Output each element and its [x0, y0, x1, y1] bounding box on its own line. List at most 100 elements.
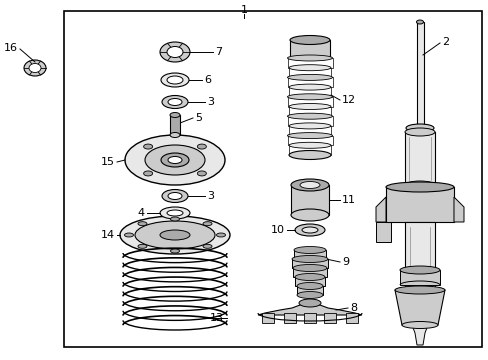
- Text: 12: 12: [341, 95, 355, 105]
- Polygon shape: [453, 197, 463, 222]
- Ellipse shape: [385, 182, 453, 192]
- Bar: [287, 58, 332, 68]
- Bar: [416, 22, 423, 130]
- Ellipse shape: [296, 292, 323, 298]
- Ellipse shape: [287, 75, 332, 80]
- Ellipse shape: [299, 181, 319, 189]
- Ellipse shape: [203, 244, 212, 248]
- Ellipse shape: [292, 265, 326, 271]
- Bar: [296, 286, 323, 295]
- Bar: [288, 126, 330, 136]
- Ellipse shape: [145, 145, 204, 175]
- Bar: [324, 313, 335, 323]
- Ellipse shape: [138, 244, 147, 248]
- Ellipse shape: [287, 113, 332, 119]
- Ellipse shape: [296, 283, 323, 289]
- Text: 10: 10: [270, 225, 285, 235]
- Text: 13: 13: [209, 313, 224, 323]
- Ellipse shape: [288, 104, 330, 109]
- Ellipse shape: [287, 132, 332, 139]
- Ellipse shape: [170, 132, 180, 138]
- Bar: [288, 145, 330, 155]
- Ellipse shape: [288, 142, 330, 148]
- Bar: [289, 40, 329, 58]
- Ellipse shape: [120, 216, 229, 254]
- Ellipse shape: [394, 286, 444, 294]
- Ellipse shape: [203, 222, 212, 226]
- Ellipse shape: [161, 153, 189, 167]
- Ellipse shape: [160, 230, 190, 240]
- Ellipse shape: [170, 217, 179, 221]
- Polygon shape: [375, 197, 385, 222]
- Text: 16: 16: [4, 43, 18, 53]
- Bar: [287, 116, 332, 126]
- Ellipse shape: [289, 36, 329, 45]
- Ellipse shape: [138, 222, 147, 226]
- Bar: [170, 115, 180, 135]
- Bar: [404, 132, 434, 185]
- Ellipse shape: [288, 65, 330, 71]
- Ellipse shape: [168, 157, 182, 163]
- Bar: [288, 87, 330, 97]
- Ellipse shape: [404, 128, 434, 136]
- Ellipse shape: [167, 46, 183, 58]
- Bar: [291, 259, 327, 268]
- Ellipse shape: [399, 266, 439, 274]
- Ellipse shape: [287, 94, 332, 100]
- Ellipse shape: [294, 224, 325, 236]
- Text: 1: 1: [240, 5, 247, 15]
- Text: 9: 9: [341, 257, 348, 267]
- Text: 3: 3: [206, 191, 214, 201]
- Ellipse shape: [124, 233, 133, 237]
- Ellipse shape: [168, 99, 182, 105]
- Ellipse shape: [298, 299, 320, 307]
- Bar: [399, 270, 439, 285]
- Ellipse shape: [125, 135, 224, 185]
- Text: 11: 11: [341, 195, 355, 205]
- Text: 8: 8: [349, 303, 356, 313]
- Ellipse shape: [162, 95, 187, 108]
- Text: 4: 4: [138, 208, 145, 218]
- Ellipse shape: [167, 210, 183, 216]
- Ellipse shape: [170, 249, 179, 253]
- Ellipse shape: [290, 209, 328, 221]
- Bar: [262, 313, 273, 323]
- Polygon shape: [375, 222, 390, 242]
- Bar: [346, 313, 357, 323]
- Ellipse shape: [405, 124, 433, 132]
- Text: 6: 6: [203, 75, 210, 85]
- Bar: [294, 277, 325, 286]
- Bar: [287, 77, 332, 87]
- Ellipse shape: [291, 256, 327, 262]
- Bar: [287, 136, 332, 145]
- Text: 7: 7: [215, 47, 222, 57]
- Text: 14: 14: [101, 230, 115, 240]
- Bar: [290, 185, 328, 215]
- Bar: [293, 250, 325, 259]
- Ellipse shape: [288, 84, 330, 90]
- Ellipse shape: [216, 233, 225, 237]
- Ellipse shape: [287, 55, 332, 61]
- Bar: [288, 68, 330, 77]
- Ellipse shape: [161, 73, 189, 87]
- Ellipse shape: [143, 171, 152, 176]
- Bar: [287, 97, 332, 107]
- Bar: [288, 107, 330, 116]
- Ellipse shape: [293, 247, 325, 253]
- Ellipse shape: [404, 181, 434, 189]
- Ellipse shape: [168, 193, 182, 199]
- Ellipse shape: [170, 113, 180, 117]
- Text: 3: 3: [206, 97, 214, 107]
- Ellipse shape: [135, 221, 215, 249]
- Bar: [404, 222, 434, 290]
- Bar: [292, 268, 326, 277]
- Ellipse shape: [416, 20, 423, 24]
- Text: 15: 15: [101, 157, 115, 167]
- Polygon shape: [394, 290, 444, 325]
- Bar: [63, 11, 481, 347]
- Ellipse shape: [197, 171, 206, 176]
- Ellipse shape: [29, 63, 41, 72]
- Ellipse shape: [160, 42, 190, 62]
- Ellipse shape: [162, 189, 187, 202]
- Text: 5: 5: [195, 113, 202, 123]
